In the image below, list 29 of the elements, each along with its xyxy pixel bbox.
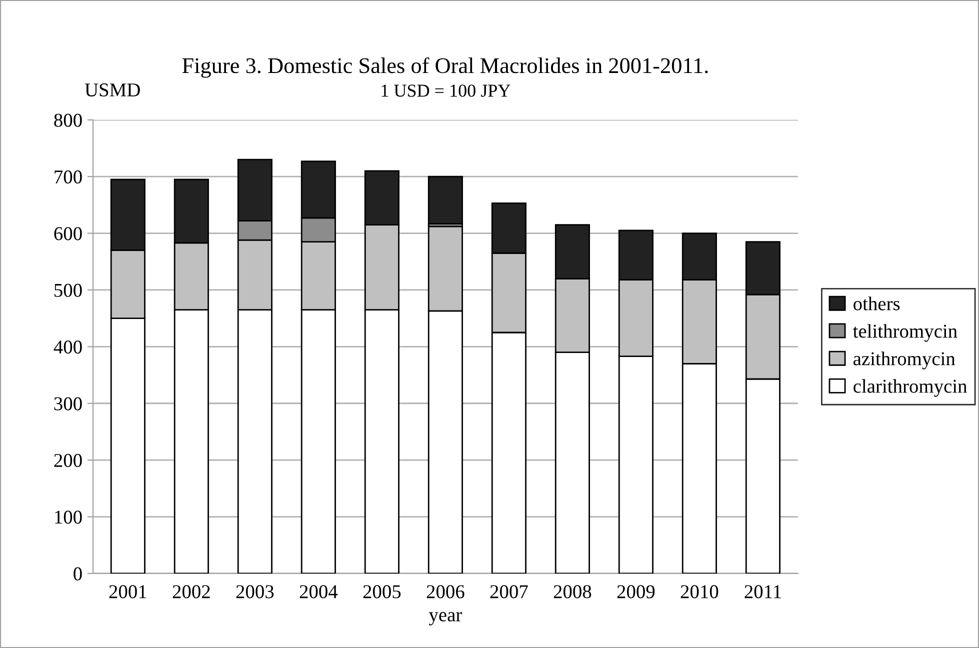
y-tick-label: 300 [54, 397, 82, 410]
y-tick-label: 500 [54, 284, 82, 297]
chart-title: Figure 3. Domestic Sales of Oral Macrolides in 2001-2011. [182, 57, 708, 78]
x-tick-label: 2004 [300, 585, 338, 598]
y-tick-label: 400 [54, 340, 82, 354]
x-tick-label: 2003 [236, 585, 274, 598]
y-tick-label: 0 [74, 567, 82, 580]
x-tick-label: 2011 [744, 585, 781, 598]
x-tick-label: 2007 [490, 585, 528, 598]
x-tick-label: 2010 [680, 585, 718, 598]
x-tick-label: 2006 [426, 585, 464, 598]
x-tick-label: 2002 [172, 585, 210, 598]
legend-label: azithromycin [854, 352, 956, 370]
chart-subtitle: 1 USD = 100 JPY [382, 84, 510, 97]
y-tick-label: 800 [54, 114, 82, 127]
legend-label: others [854, 296, 900, 310]
y-tick-label: 700 [54, 170, 82, 184]
y-tick-label: 100 [55, 510, 82, 524]
x-axis-title: year [428, 612, 462, 626]
y-axis-title: USMD [84, 83, 140, 96]
y-tick-label: 200 [54, 454, 82, 468]
legend-label: clarithromycin [854, 379, 967, 397]
y-tick-label: 600 [54, 227, 82, 240]
x-tick-label: 2005 [363, 585, 401, 598]
x-tick-label: 2008 [554, 585, 592, 598]
x-tick-label: 2009 [617, 585, 655, 598]
bar [428, 176, 463, 224]
x-tick-label: 2001 [109, 585, 146, 598]
legend-label: telithromycin [853, 324, 958, 342]
